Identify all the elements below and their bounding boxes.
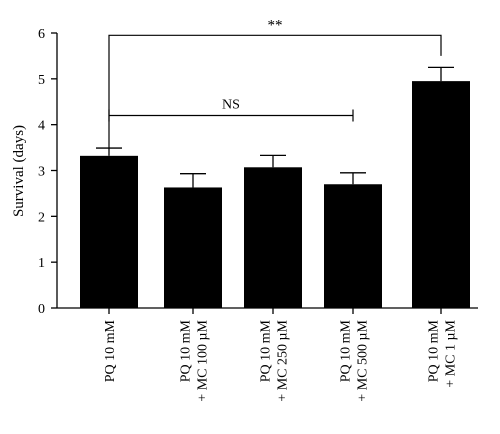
bar	[412, 81, 470, 308]
significance-bracket	[108, 34, 442, 148]
x-tick-label: + MC 250 µM	[276, 319, 291, 401]
significance-label: **	[268, 17, 283, 33]
x-tick-label: + MC 1 µM	[444, 319, 459, 387]
x-axis: PQ 10 mM PQ 10 mM + MC 100 µM PQ 10 mM + MC …	[57, 307, 478, 402]
bar	[324, 184, 382, 308]
x-tick-label: PQ 10 mM	[179, 319, 194, 382]
bar	[244, 167, 302, 308]
significance-label: NS	[222, 98, 240, 113]
y-axis-label: Survival (days)	[11, 125, 27, 217]
y-axis: 0 1 2 3 4 5 6	[38, 27, 58, 317]
y-tick-label: 0	[38, 302, 45, 317]
y-tick-label: 5	[38, 73, 45, 88]
x-tick-label: PQ 10 mM	[259, 319, 274, 382]
y-tick-label: 3	[38, 165, 45, 180]
y-tick-label: 2	[38, 210, 45, 225]
bar	[164, 187, 222, 308]
y-tick-label: 1	[38, 256, 45, 271]
bars-group	[80, 81, 470, 308]
x-tick-label: PQ 10 mM	[339, 319, 354, 382]
x-tick-label: PQ 10 mM	[103, 319, 118, 382]
x-tick-label: PQ 10 mM	[427, 319, 442, 382]
x-tick-label: + MC 500 µM	[356, 319, 371, 401]
x-tick-label: + MC 100 µM	[196, 319, 211, 401]
error-bars-group	[96, 66, 454, 188]
bar	[80, 155, 138, 308]
y-tick-label: 4	[38, 119, 45, 134]
significance-annotations: ** NS	[108, 17, 442, 148]
y-tick-label: 6	[38, 27, 45, 42]
